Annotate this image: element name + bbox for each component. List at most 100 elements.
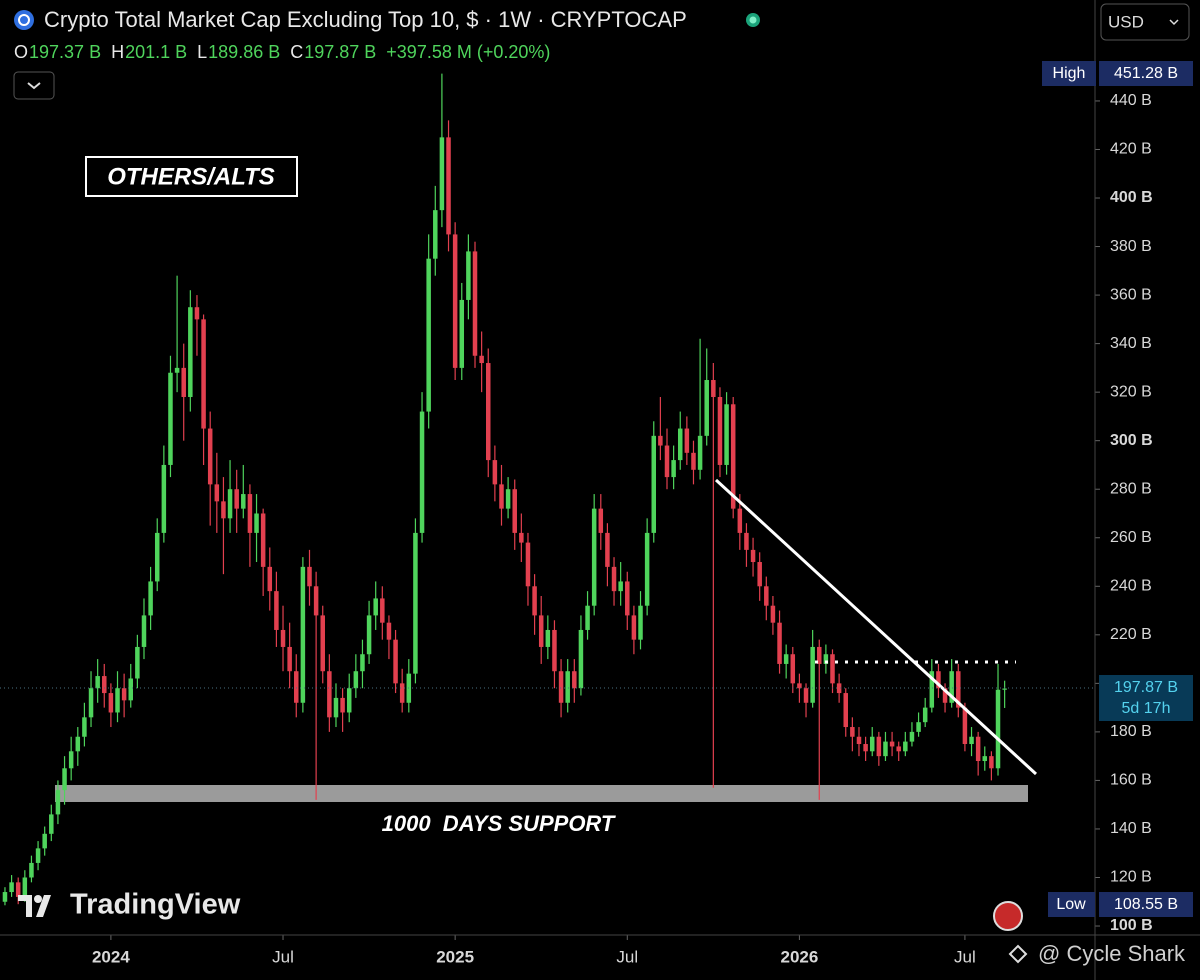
chart-title: Crypto Total Market Cap Excluding Top 10… [44,7,687,32]
candle-body [697,435,703,470]
candle-body [572,671,577,689]
symbol-icon [18,14,30,26]
annotation: OTHERS/ALTS [107,163,275,190]
low-marker-value: 108.55 B [1114,896,1178,913]
candle-body [869,736,875,752]
x-tick-label: 2025 [436,947,474,966]
high-marker-value: 451.28 B [1114,65,1178,82]
candle-body [346,688,352,713]
y-tick-label: 300 B [1110,432,1153,449]
candle-body [598,508,604,533]
high-marker-box [1099,61,1193,86]
candle-body [863,744,868,752]
collapse-button[interactable] [13,71,55,100]
candle-body [313,586,319,616]
candle-body [168,372,173,465]
y-tick-label: 420 B [1110,141,1152,158]
flag-icon [993,901,1023,931]
candle-body [492,460,498,485]
candle-body [194,307,200,320]
low-marker-box [1099,892,1193,917]
candle-body [426,258,431,412]
candle-body [684,428,690,453]
candle-body [651,435,657,533]
candle-body [260,513,266,567]
candle-body [360,654,365,672]
candle-body [42,833,47,849]
ohlc-key: L [197,42,207,62]
candle-body [399,683,405,703]
candle-body [989,756,994,769]
symbol-icon [14,10,34,30]
candle-body [135,646,140,679]
candle-body [294,671,299,703]
y-tick-label: 360 B [1110,286,1152,303]
candle-body [783,654,789,664]
low-marker-label: Low [1056,896,1086,913]
currency-button[interactable] [1100,3,1190,41]
candle-body [35,848,41,863]
candle-body [479,355,484,364]
candle-body [578,629,584,689]
high-marker-label: High [1053,65,1086,82]
candle-body [538,615,544,647]
x-tick-label: 2026 [780,947,818,966]
y-tick-label: 220 B [1110,626,1152,643]
candle-body [499,484,504,509]
candle-body [181,367,186,398]
candle-body [241,494,246,509]
candle-body [942,688,948,703]
brand-logo [34,895,42,903]
candle-body [386,622,392,640]
candle-body [2,892,8,902]
candle-body [300,566,306,703]
candle-body [658,435,663,446]
x-tick-label: Jul [272,947,294,966]
low-marker-box [1048,892,1095,917]
candle-body [267,566,273,592]
candle-body [916,722,921,732]
ohlc-key: C [290,42,303,62]
annotation-box [85,156,298,197]
candle-body [903,741,908,752]
candle-body [452,234,458,368]
x-tick-label: Jul [954,947,976,966]
currency-label: USD [1108,12,1144,31]
candle-body [876,736,882,757]
candle-body [764,586,769,606]
candle-body [730,404,736,509]
candle-body [188,307,193,398]
candle-body [82,717,87,737]
y-tick-label: 320 B [1110,383,1152,400]
candle-body [750,549,756,563]
candle-body [810,646,815,703]
candle-body [280,629,286,647]
candle-body [29,862,34,878]
candle-body [817,646,822,664]
x-tick-label: 2024 [92,947,130,966]
market-status [749,16,757,24]
candle-body [711,380,716,398]
candle-body [836,683,842,694]
candle-body [922,707,928,723]
candle-body [9,882,14,893]
candle-body [532,586,537,616]
candle-body [638,605,643,640]
candle-body [95,676,100,689]
ohlc-key: O [14,42,28,62]
candle-body [121,688,127,701]
candle-body [22,877,28,897]
candle-body [15,882,21,897]
candle-body [744,532,749,550]
candle-body [856,736,862,745]
candle-body [995,689,1001,769]
candle-body [605,532,610,567]
candle-body [512,489,517,533]
y-tick-label: 180 B [1110,723,1152,740]
ohlc-value: 197.37 B [29,42,101,62]
ohlc-value: 201.1 B [125,42,187,62]
candle-body [631,615,637,640]
y-tick-label: 340 B [1110,335,1152,352]
candle-body [459,299,465,368]
